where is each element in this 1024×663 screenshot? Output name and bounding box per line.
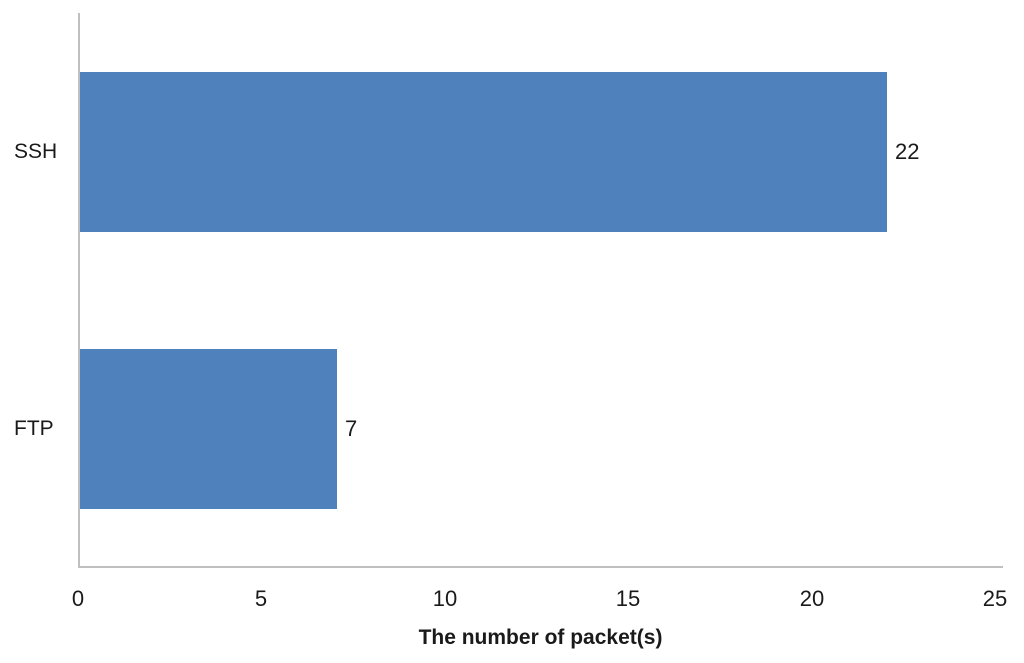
- bar-ftp: [80, 349, 337, 509]
- x-tick-label: 0: [71, 586, 85, 611]
- plot-area: [78, 13, 1003, 568]
- x-tick-label: 25: [982, 586, 1008, 611]
- value-label: 22: [895, 139, 920, 164]
- category-label: SSH: [14, 140, 58, 163]
- value-label: 7: [345, 416, 358, 441]
- category-label: FTP: [14, 417, 54, 440]
- x-tick-label: 10: [432, 586, 458, 611]
- x-tick-label: 5: [254, 586, 268, 611]
- x-tick-label: 15: [615, 586, 641, 611]
- bar-ssh: [80, 72, 887, 232]
- x-axis-title: The number of packet(s): [418, 626, 663, 649]
- x-tick-label: 20: [799, 586, 825, 611]
